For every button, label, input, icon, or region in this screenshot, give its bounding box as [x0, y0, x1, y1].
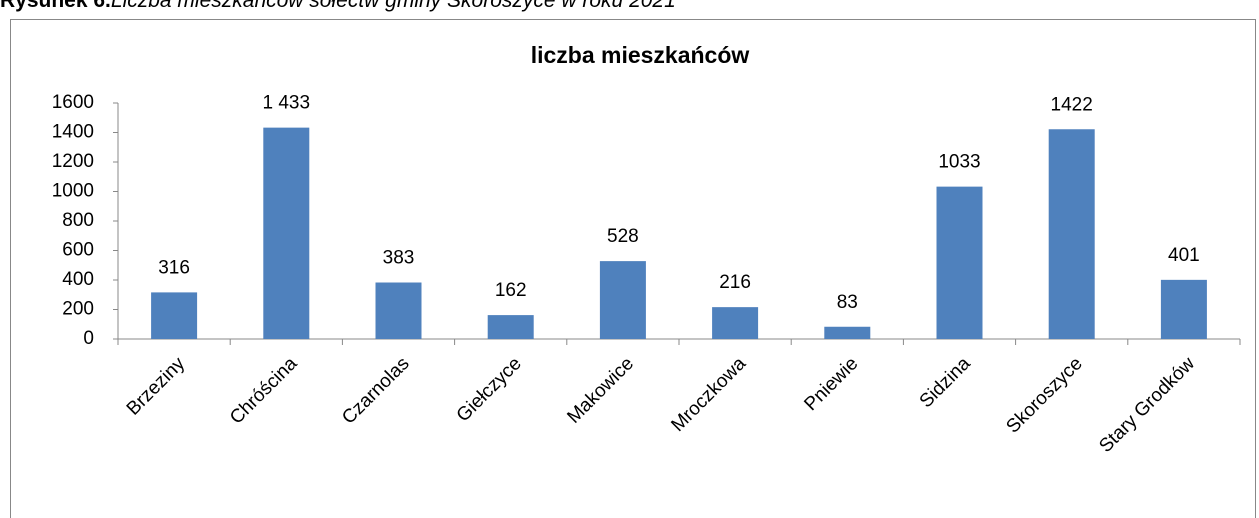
value-label: 1422 — [1051, 94, 1093, 115]
bar — [824, 326, 871, 339]
caption: Rysunek 6.Liczba mieszkańców sołectw gmi… — [0, 0, 676, 12]
value-label: 162 — [495, 280, 527, 301]
bar — [487, 315, 534, 339]
bar — [1160, 279, 1207, 339]
caption-label: Rysunek 6. — [0, 0, 111, 12]
y-tick-label: 1000 — [52, 181, 94, 202]
value-label: 1 433 — [263, 93, 311, 114]
value-label: 401 — [1168, 245, 1200, 266]
bar — [151, 292, 198, 339]
x-tick-label: Pniewie — [800, 353, 862, 415]
caption-text: Liczba mieszkańców sołectw gminy Skorosz… — [111, 0, 676, 12]
x-tick-label: Mroczkowa — [667, 353, 750, 436]
x-tick-label: Makowice — [563, 353, 638, 428]
y-tick-label: 200 — [62, 299, 94, 320]
x-tick-label: Skoroszyce — [1002, 353, 1086, 437]
y-tick-label: 1200 — [52, 151, 94, 172]
x-tick-label: Giełczyce — [453, 353, 526, 426]
value-label: 383 — [383, 248, 415, 269]
bar — [1048, 129, 1095, 339]
bar — [599, 261, 646, 339]
value-label: 216 — [719, 272, 751, 293]
x-tick-label: Sidzina — [916, 353, 975, 412]
y-tick-label: 600 — [62, 240, 94, 261]
bar — [263, 127, 310, 339]
x-tick-label: Czarnolas — [338, 353, 413, 428]
value-label: 1033 — [938, 152, 980, 173]
y-tick-label: 400 — [62, 269, 94, 290]
x-tick-label: Brzeziny — [123, 353, 190, 420]
bar — [712, 307, 759, 339]
value-label: 83 — [837, 292, 858, 313]
value-label: 316 — [158, 257, 190, 278]
x-tick-label: Chróścina — [226, 353, 302, 429]
y-tick-label: 1600 — [52, 92, 94, 113]
y-tick-label: 800 — [62, 210, 94, 231]
value-label: 528 — [607, 226, 639, 247]
y-tick-label: 0 — [83, 328, 94, 349]
chart-frame — [10, 19, 1256, 518]
x-tick-label: Stary Grodków — [1095, 353, 1199, 457]
bar — [936, 186, 983, 339]
y-tick-label: 1400 — [52, 122, 94, 143]
chart-title: liczba mieszkańców — [531, 42, 750, 68]
bar — [375, 282, 422, 339]
